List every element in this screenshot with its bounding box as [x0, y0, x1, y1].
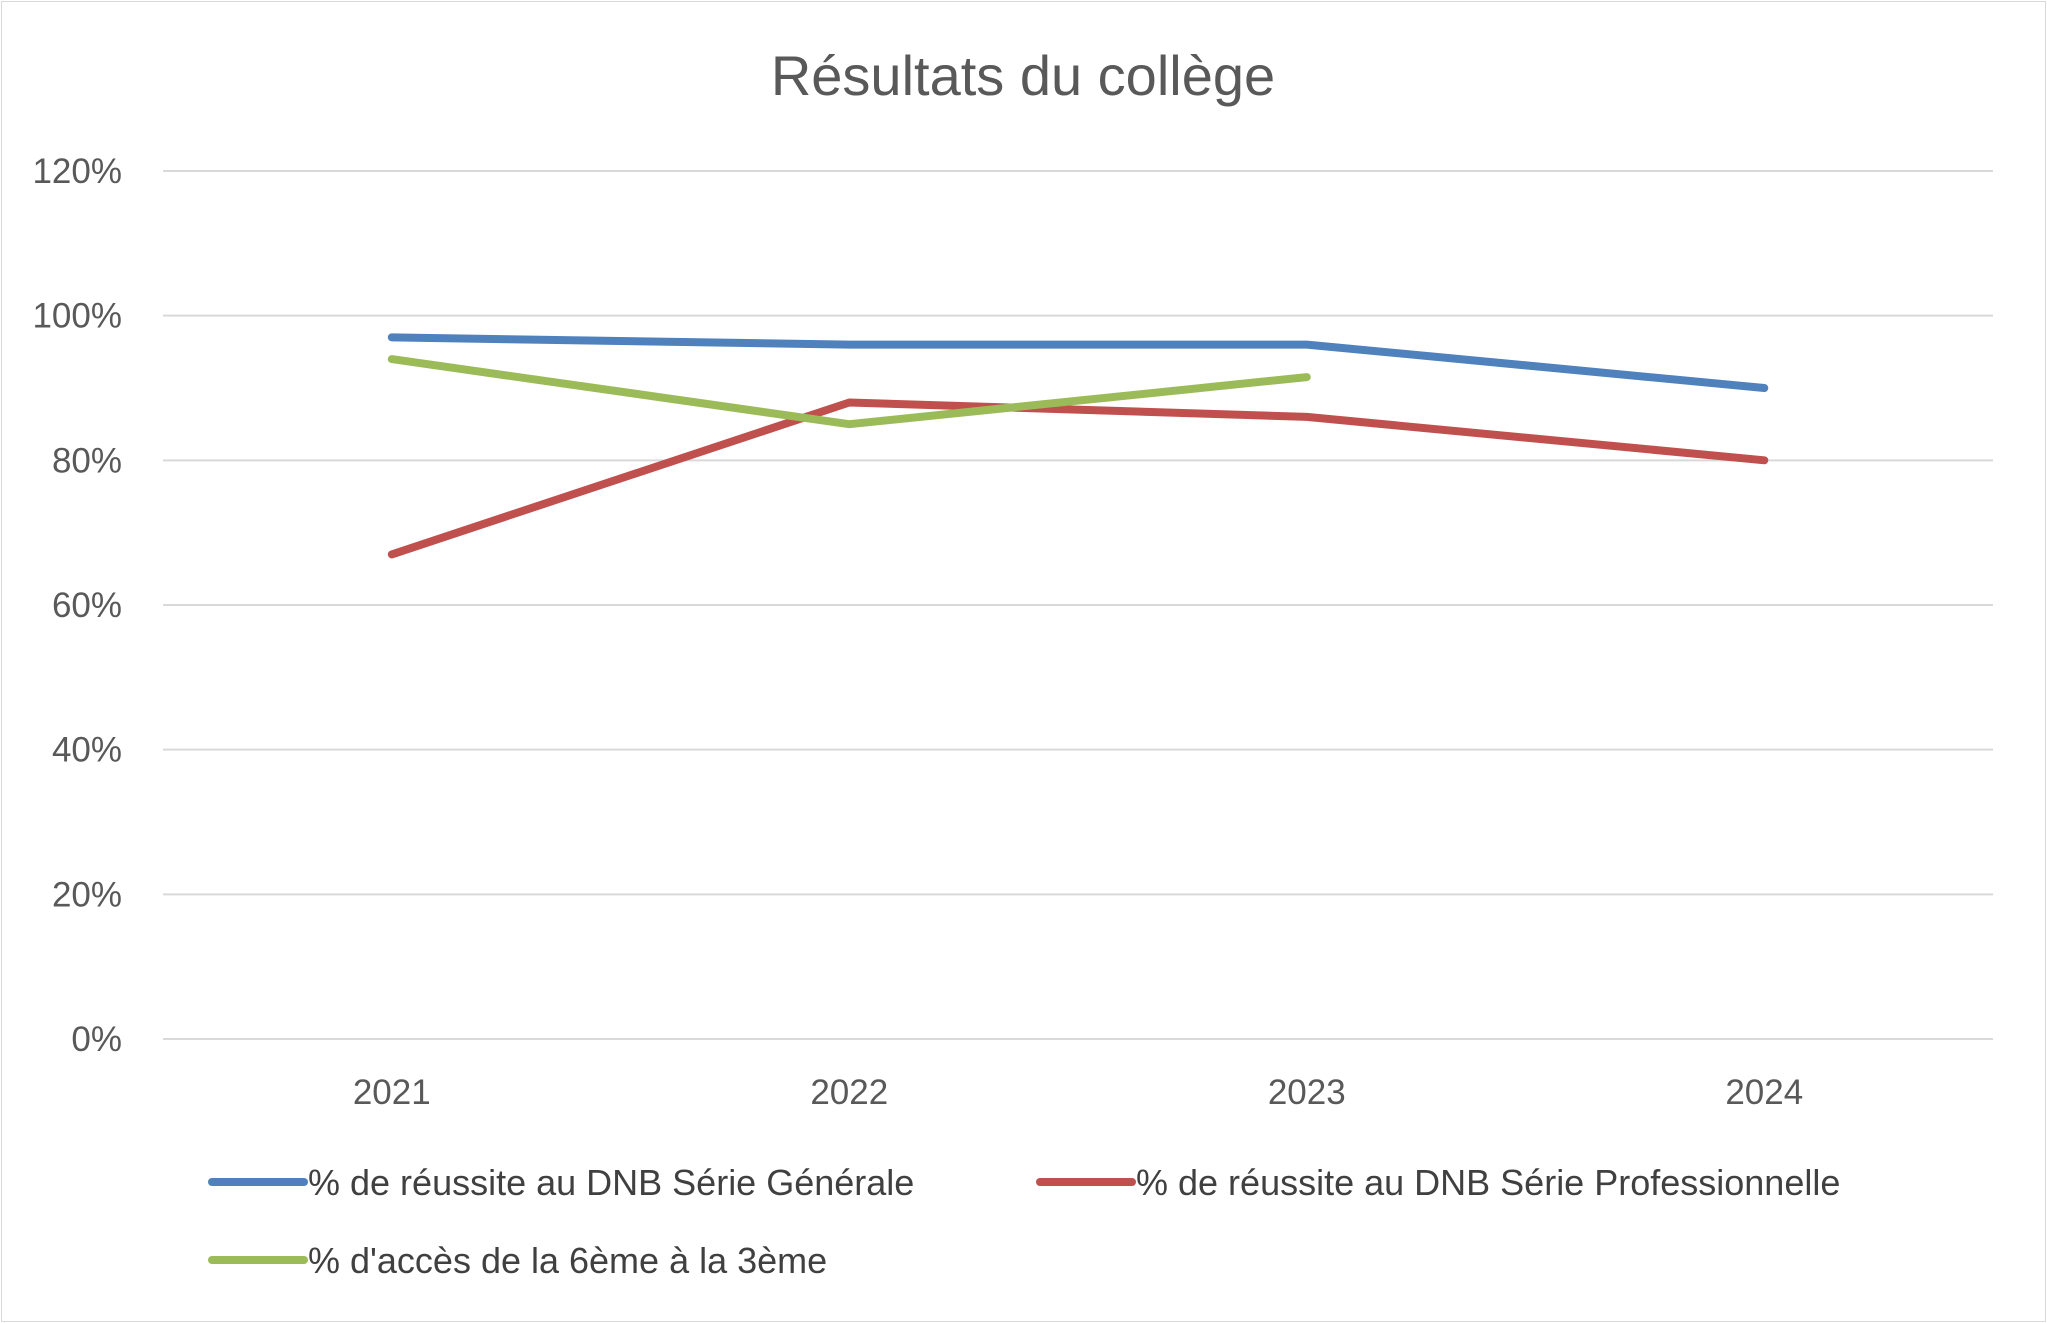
- y-tick-label: 120%: [32, 152, 122, 191]
- legend-item: % de réussite au DNB Série Professionnel…: [1036, 1162, 1840, 1203]
- x-tick-label: 2021: [353, 1073, 431, 1112]
- y-tick-label: 20%: [52, 875, 122, 914]
- legend-label: % de réussite au DNB Série Professionnel…: [1136, 1162, 1840, 1203]
- series-line-3: [387, 355, 1311, 429]
- series-line-1: [387, 333, 1769, 392]
- series-lines: [387, 333, 1769, 559]
- legend-label: % d'accès de la 6ème à la 3ème: [308, 1240, 827, 1281]
- y-tick-label: 0%: [71, 1020, 122, 1059]
- x-tick-label: 2024: [1725, 1073, 1803, 1112]
- legend-item: % d'accès de la 6ème à la 3ème: [208, 1240, 827, 1281]
- x-axis-tick-labels: 2021 2022 2023 2024: [353, 1073, 1803, 1112]
- chart-title: Résultats du collège: [771, 44, 1275, 107]
- y-axis-tick-labels: 0% 20% 40% 60% 80% 100% 120%: [32, 152, 122, 1059]
- y-tick-label: 100%: [32, 297, 122, 336]
- x-tick-label: 2023: [1268, 1073, 1346, 1112]
- legend: % de réussite au DNB Série Générale % de …: [208, 1162, 1840, 1281]
- legend-item: % de réussite au DNB Série Générale: [208, 1162, 914, 1203]
- legend-label: % de réussite au DNB Série Générale: [308, 1162, 914, 1203]
- y-tick-label: 80%: [52, 441, 122, 480]
- gridlines: [163, 170, 1993, 1040]
- y-tick-label: 60%: [52, 586, 122, 625]
- series-line-2: [387, 398, 1769, 559]
- y-tick-label: 40%: [52, 731, 122, 770]
- x-tick-label: 2022: [810, 1073, 888, 1112]
